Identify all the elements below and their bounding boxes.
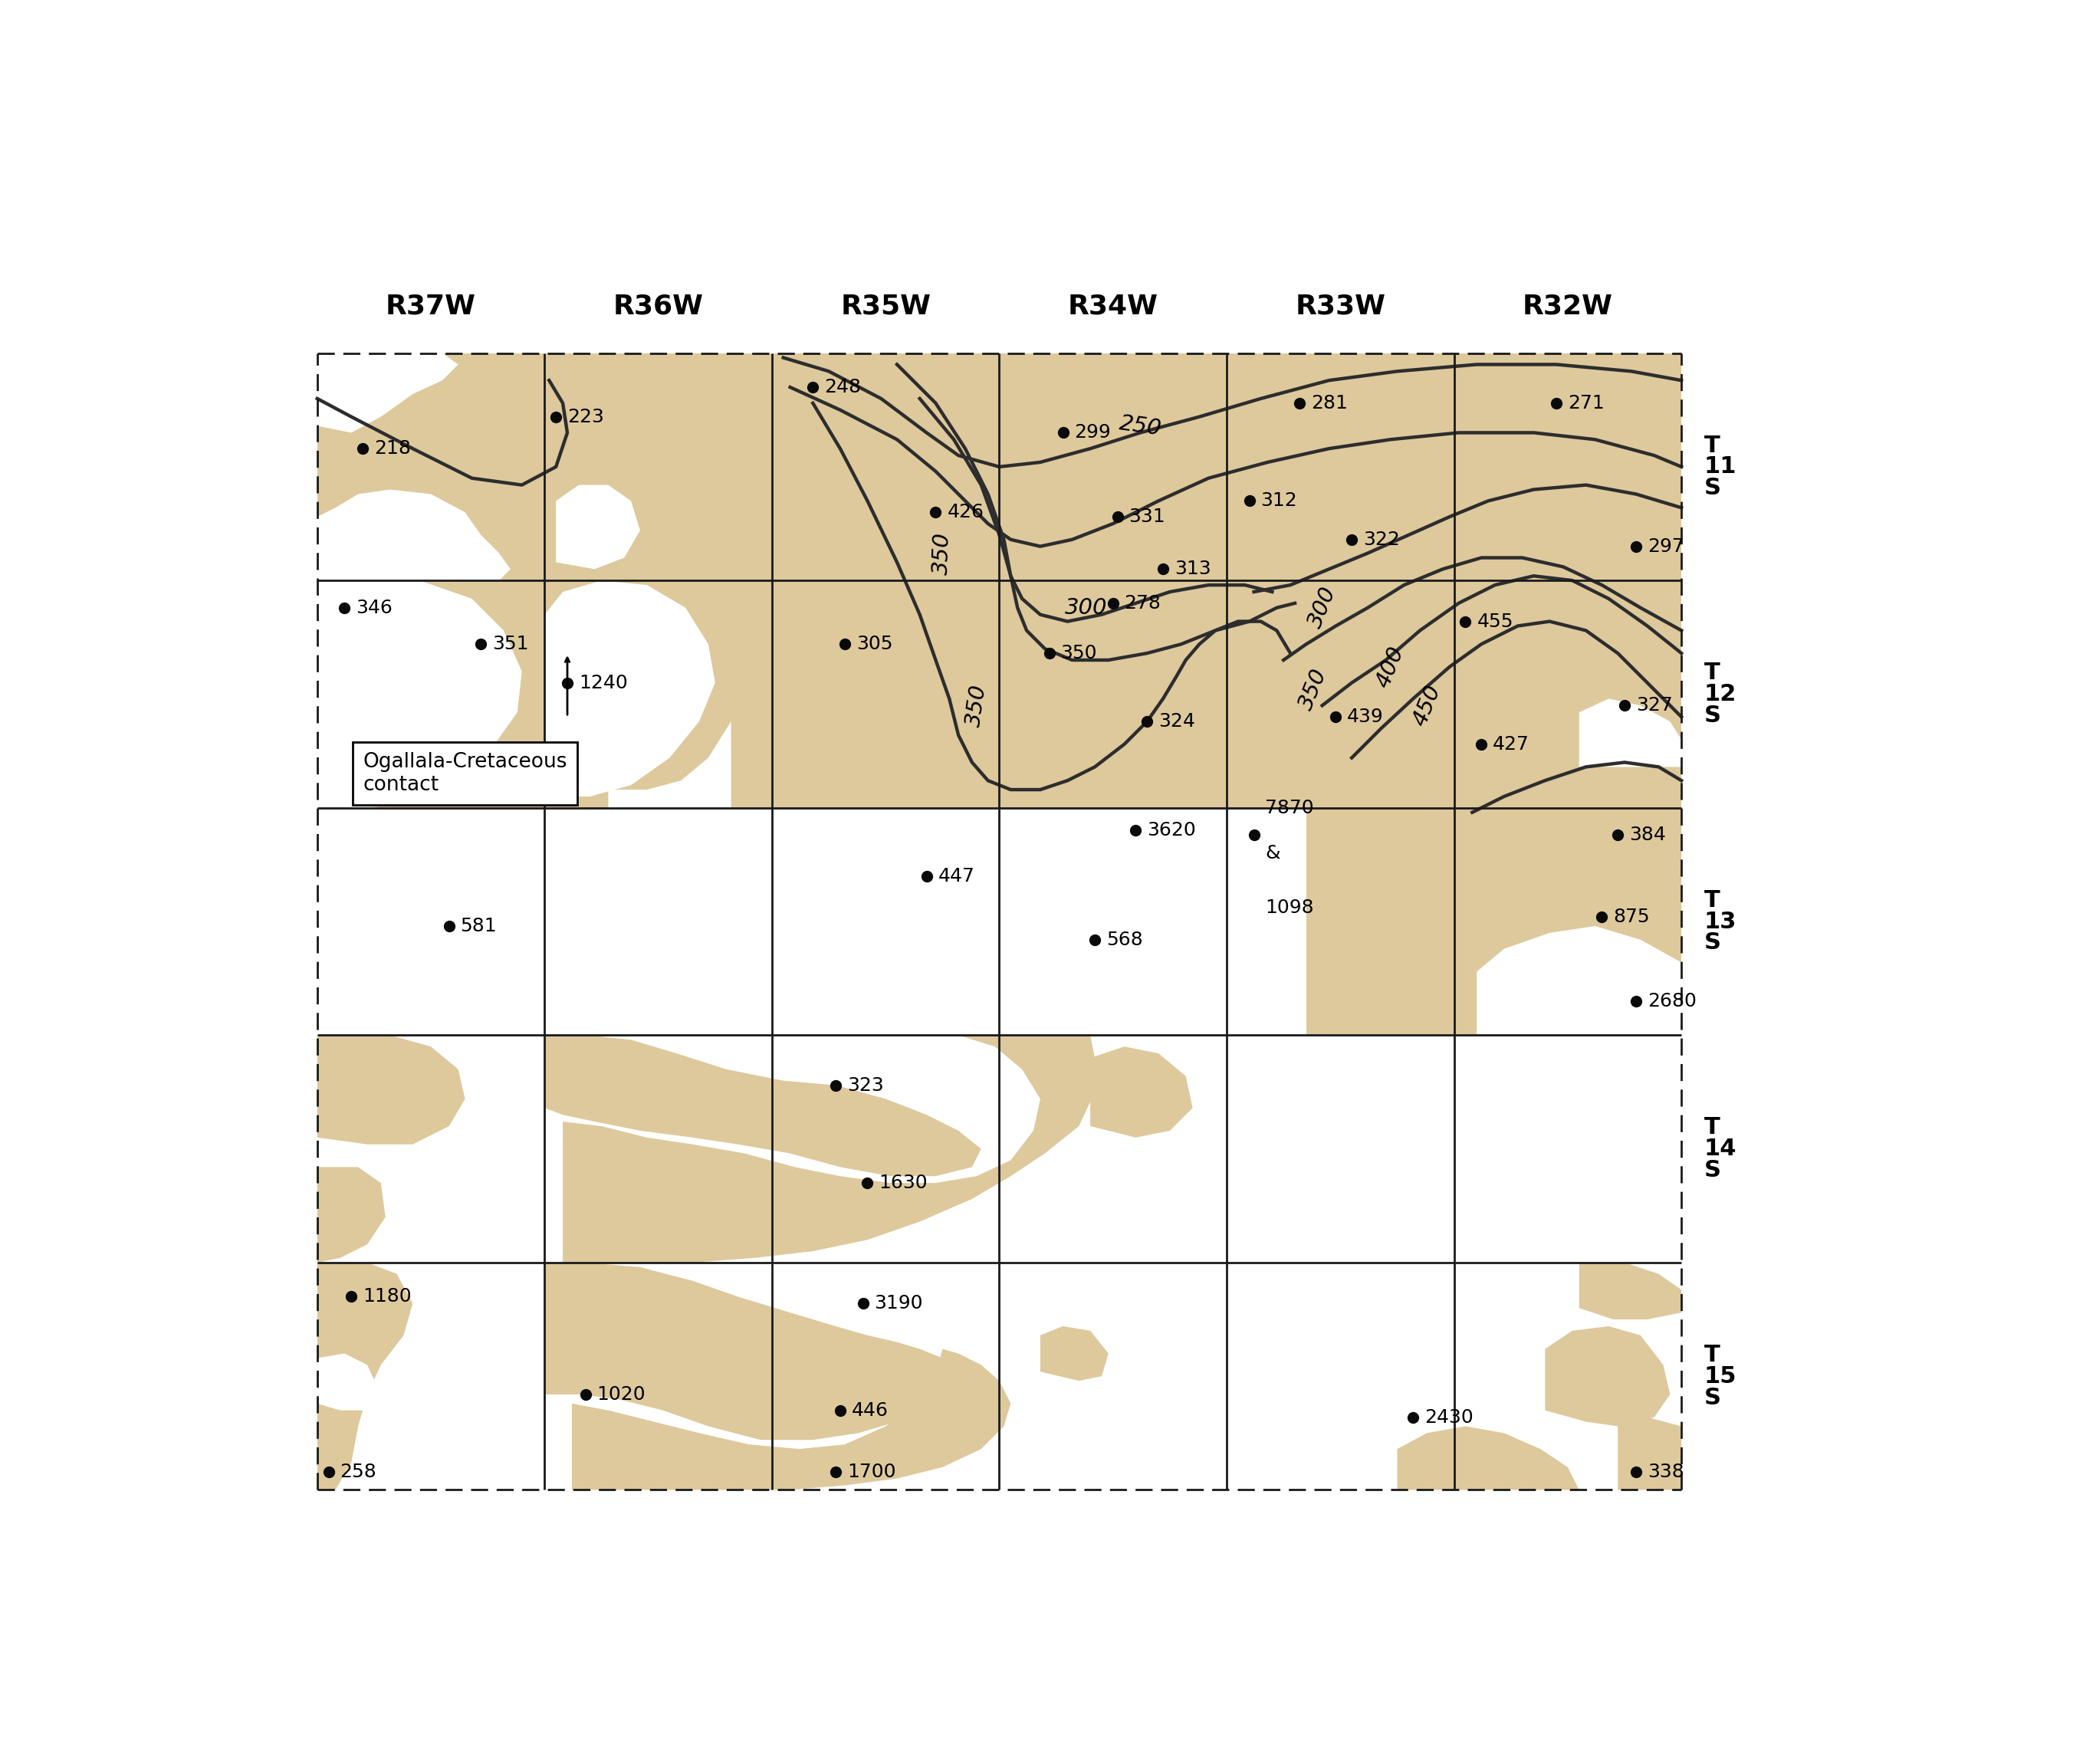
Polygon shape <box>317 490 510 580</box>
Text: 3190: 3190 <box>875 1295 923 1312</box>
Text: 350: 350 <box>962 683 989 729</box>
Polygon shape <box>608 721 731 808</box>
Text: T
13
S: T 13 S <box>1704 889 1737 954</box>
Text: 300: 300 <box>1304 584 1339 632</box>
Text: 297: 297 <box>1648 538 1683 556</box>
Text: 450: 450 <box>1408 681 1446 729</box>
Polygon shape <box>562 1035 1096 1263</box>
Text: 278: 278 <box>1125 594 1160 612</box>
Polygon shape <box>317 353 458 432</box>
Text: &: & <box>1264 845 1281 863</box>
Text: 875: 875 <box>1612 908 1650 926</box>
Text: 323: 323 <box>848 1076 883 1094</box>
Polygon shape <box>1477 926 1681 1035</box>
Text: 305: 305 <box>856 635 892 653</box>
Text: 312: 312 <box>1260 492 1298 510</box>
Text: R34W: R34W <box>1069 293 1158 319</box>
Text: 427: 427 <box>1494 736 1529 753</box>
Text: 1098: 1098 <box>1264 900 1314 917</box>
Text: R36W: R36W <box>612 293 704 319</box>
Text: T
14
S: T 14 S <box>1704 1117 1737 1182</box>
Polygon shape <box>1618 1416 1681 1491</box>
Polygon shape <box>544 580 714 797</box>
Text: 1180: 1180 <box>362 1288 412 1305</box>
Text: 1240: 1240 <box>579 674 627 691</box>
Text: T
11
S: T 11 S <box>1704 434 1737 499</box>
Text: 350: 350 <box>1060 644 1098 663</box>
Text: 350: 350 <box>1296 665 1331 713</box>
Text: 351: 351 <box>492 635 529 653</box>
Text: 568: 568 <box>1106 930 1144 949</box>
Text: 426: 426 <box>948 503 983 522</box>
Polygon shape <box>317 1035 465 1145</box>
Polygon shape <box>317 1168 385 1263</box>
Text: 7870: 7870 <box>1264 799 1314 817</box>
Text: 327: 327 <box>1635 697 1673 714</box>
Text: 299: 299 <box>1075 423 1110 443</box>
Polygon shape <box>1579 699 1681 767</box>
Text: 250: 250 <box>1119 413 1162 439</box>
Text: R35W: R35W <box>839 293 931 319</box>
Polygon shape <box>1089 1046 1194 1138</box>
Text: 2430: 2430 <box>1425 1408 1473 1427</box>
Text: R37W: R37W <box>385 293 477 319</box>
Text: 281: 281 <box>1310 393 1348 413</box>
Text: 322: 322 <box>1362 531 1400 549</box>
Polygon shape <box>573 1349 1010 1491</box>
Text: 446: 446 <box>852 1401 887 1420</box>
Polygon shape <box>1596 808 1681 917</box>
Polygon shape <box>317 1035 1681 1263</box>
Polygon shape <box>317 1353 381 1411</box>
Polygon shape <box>1398 1427 1579 1491</box>
Text: 324: 324 <box>1158 713 1196 730</box>
Polygon shape <box>544 1263 950 1439</box>
Text: 2680: 2680 <box>1648 991 1696 1011</box>
Text: 218: 218 <box>375 439 410 459</box>
Text: R33W: R33W <box>1296 293 1385 319</box>
Polygon shape <box>1546 1327 1671 1427</box>
Text: 300: 300 <box>1064 596 1106 619</box>
Polygon shape <box>317 1263 412 1491</box>
Text: 455: 455 <box>1477 612 1512 630</box>
Polygon shape <box>556 485 639 570</box>
Text: R32W: R32W <box>1523 293 1612 319</box>
Text: T
15
S: T 15 S <box>1704 1344 1737 1409</box>
Text: 1020: 1020 <box>598 1385 646 1404</box>
Text: 271: 271 <box>1568 393 1604 413</box>
Polygon shape <box>317 808 1306 1035</box>
Text: 581: 581 <box>460 917 498 935</box>
Text: 1630: 1630 <box>879 1173 927 1192</box>
Polygon shape <box>317 353 1681 1491</box>
Polygon shape <box>317 1263 1681 1491</box>
Polygon shape <box>544 1035 981 1177</box>
Text: 223: 223 <box>567 407 604 425</box>
Text: Ogallala-Cretaceous
contact: Ogallala-Cretaceous contact <box>362 751 567 796</box>
Polygon shape <box>1306 808 1579 1023</box>
Polygon shape <box>317 580 523 808</box>
Polygon shape <box>1579 1263 1681 1319</box>
Text: 400: 400 <box>1373 644 1408 691</box>
Text: 331: 331 <box>1129 508 1166 526</box>
Text: 439: 439 <box>1348 707 1383 727</box>
Text: 384: 384 <box>1629 826 1666 845</box>
Text: 258: 258 <box>340 1462 377 1482</box>
Text: 313: 313 <box>1175 559 1210 579</box>
Text: T
12
S: T 12 S <box>1704 662 1737 727</box>
Text: 3620: 3620 <box>1148 822 1196 840</box>
Text: 350: 350 <box>931 531 954 575</box>
Text: 338: 338 <box>1648 1462 1683 1482</box>
Text: 346: 346 <box>356 598 392 617</box>
Polygon shape <box>1039 1327 1108 1381</box>
Text: 1700: 1700 <box>848 1462 896 1482</box>
Text: 248: 248 <box>825 377 860 397</box>
Text: 447: 447 <box>937 866 975 886</box>
